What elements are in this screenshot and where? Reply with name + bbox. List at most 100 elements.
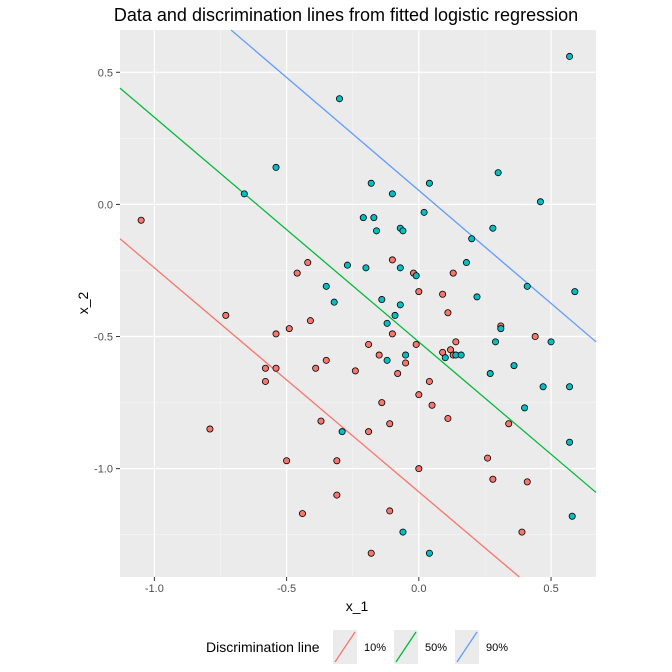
data-point-teal [492, 338, 500, 346]
data-point-teal [272, 163, 280, 171]
data-point-red [298, 510, 306, 518]
data-point-teal [420, 208, 428, 216]
data-point-red [261, 377, 269, 385]
x-axis: -1.0 -0.5 0.0 0.5 [145, 577, 559, 595]
data-point-red [261, 364, 269, 372]
data-point-red [312, 364, 320, 372]
data-point-teal [343, 261, 351, 269]
data-point-red [351, 367, 359, 375]
data-point-teal [566, 438, 574, 446]
data-point-red [283, 457, 291, 465]
data-point-red [306, 317, 314, 325]
legend-key-line [456, 631, 478, 663]
data-point-teal [457, 351, 465, 359]
data-point-red [415, 465, 423, 473]
data-point-teal [523, 282, 531, 290]
data-point-teal [367, 179, 375, 187]
data-point-red [412, 340, 420, 348]
data-point-teal [412, 272, 420, 280]
data-point-red [415, 288, 423, 296]
legend-key-line [395, 631, 417, 663]
data-point-teal [362, 264, 370, 272]
y-tick-label: 0.0 [98, 199, 113, 211]
data-point-teal [494, 169, 502, 177]
data-point-teal [473, 293, 481, 301]
plot-panel [120, 30, 596, 577]
y-axis-title: x_2 [75, 292, 91, 315]
data-point-red [489, 475, 497, 483]
data-point-red [365, 428, 373, 436]
data-point-red [439, 290, 447, 298]
data-point-teal [566, 52, 574, 60]
data-point-teal [566, 383, 574, 391]
data-point-teal [330, 298, 338, 306]
data-point-red [386, 420, 394, 428]
data-point-teal [571, 288, 579, 296]
x-axis-title: x_1 [346, 598, 369, 614]
data-point-red [523, 478, 531, 486]
y-tick-label: -1.0 [94, 464, 113, 476]
legend-label: 10% [364, 642, 386, 654]
data-point-teal [396, 301, 404, 309]
y-axis: 0.5 0.0 -0.5 -1.0 [94, 67, 120, 476]
data-point-red [317, 417, 325, 425]
data-points [137, 52, 579, 557]
data-point-teal [322, 282, 330, 290]
discrimination-line-50pct [119, 87, 597, 493]
x-tick-label: -1.0 [145, 583, 164, 595]
legend-label: 90% [486, 642, 508, 654]
data-point-red [285, 325, 293, 333]
data-point-red [304, 259, 312, 267]
data-point-red [367, 549, 375, 557]
chart-title: Data and discrimination lines from fitte… [114, 5, 578, 25]
data-point-red [322, 356, 330, 364]
data-point-red [333, 457, 341, 465]
x-tick-label: 0.0 [411, 583, 426, 595]
data-point-teal [373, 227, 381, 235]
x-tick-label: 0.5 [543, 583, 558, 595]
data-point-red [444, 414, 452, 422]
data-point-teal [240, 190, 248, 198]
data-point-teal [539, 383, 547, 391]
data-point-teal [568, 512, 576, 520]
y-tick-label: -0.5 [94, 332, 113, 344]
data-point-red [518, 528, 526, 536]
data-point-teal [468, 235, 476, 243]
data-point-teal [391, 311, 399, 319]
data-point-red [444, 309, 452, 317]
discrimination-line-90pct [230, 29, 597, 343]
legend-label: 50% [425, 642, 447, 654]
data-point-teal [370, 214, 378, 222]
data-point-teal [547, 338, 555, 346]
data-point-teal [462, 259, 470, 267]
data-point-red [272, 364, 280, 372]
discrimination-lines [119, 29, 597, 578]
data-point-red [531, 333, 539, 341]
data-point-teal [486, 370, 494, 378]
legend: Discrimination line 10% 50% 90% [206, 630, 508, 664]
data-point-red [222, 311, 230, 319]
data-point-red [272, 330, 280, 338]
data-point-red [206, 425, 214, 433]
y-tick-label: 0.5 [98, 67, 113, 79]
data-point-teal [510, 362, 518, 370]
data-point-teal [399, 528, 407, 536]
data-point-red [449, 269, 457, 277]
data-point-teal [441, 354, 449, 362]
data-point-red [378, 399, 386, 407]
data-point-teal [402, 351, 410, 359]
discrimination-line-10pct [119, 238, 520, 578]
data-point-teal [359, 214, 367, 222]
data-point-teal [489, 224, 497, 232]
data-point-teal [396, 264, 404, 272]
data-point-red [452, 338, 460, 346]
data-point-red [388, 330, 396, 338]
data-point-red [484, 454, 492, 462]
data-point-red [137, 216, 145, 224]
legend-key-line [334, 631, 356, 663]
data-point-teal [399, 227, 407, 235]
data-point-red [388, 256, 396, 264]
data-point-red [415, 391, 423, 399]
data-point-red [365, 340, 373, 348]
